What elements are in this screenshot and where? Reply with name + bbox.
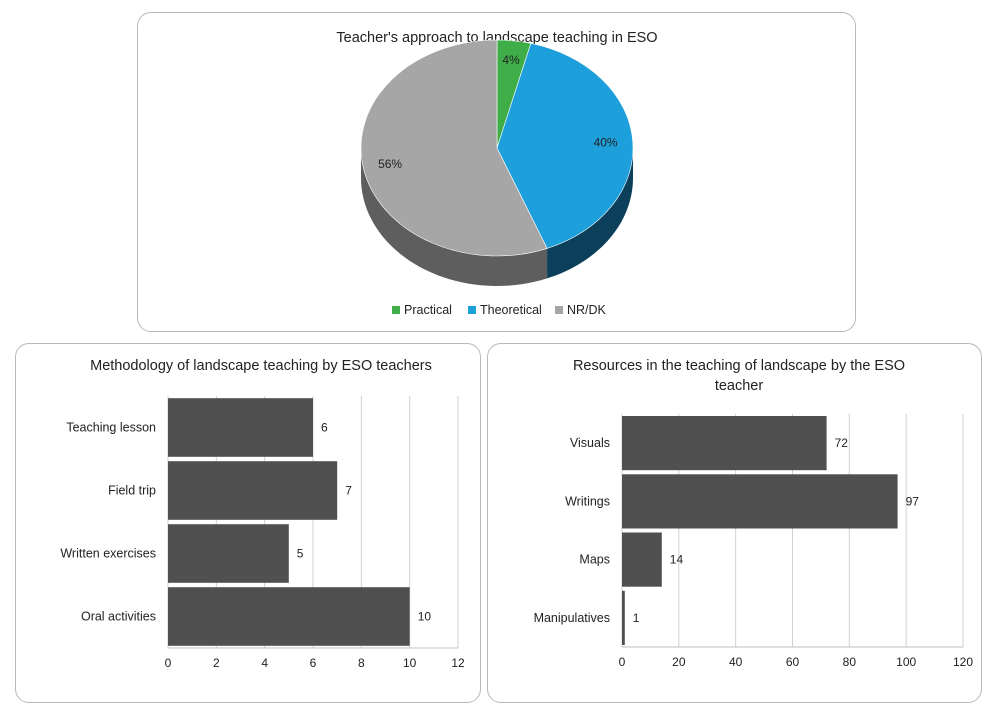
pie-slice-nr-dk xyxy=(360,39,548,257)
category-label-teaching-lesson: Teaching lesson xyxy=(66,421,156,435)
methodology-chart-panel: Methodology of landscape teaching by ESO… xyxy=(15,343,481,703)
bar-field-trip xyxy=(168,461,338,520)
methodology-bar-chart: Methodology of landscape teaching by ESO… xyxy=(60,358,465,670)
pie-label-nr-dk: 56% xyxy=(378,157,402,171)
resources-bar-chart: Resources in the teaching of landscape b… xyxy=(534,358,974,669)
x-tick-label: 2 xyxy=(213,656,220,670)
x-tick-label: 4 xyxy=(261,656,268,670)
x-tick-label: 80 xyxy=(843,655,857,669)
resources-chart-title-line-2: teacher xyxy=(715,378,764,394)
x-tick-label: 8 xyxy=(358,656,365,670)
bar-maps xyxy=(622,532,662,587)
x-tick-label: 20 xyxy=(672,655,686,669)
methodology-chart-title: Methodology of landscape teaching by ESO… xyxy=(90,358,432,374)
pie-chart: Teacher's approach to landscape teaching… xyxy=(336,30,657,317)
category-label-field-trip: Field trip xyxy=(108,484,156,498)
data-label-written-exercises: 5 xyxy=(297,547,304,561)
category-label-oral-activities: Oral activities xyxy=(81,610,156,624)
x-tick-label: 6 xyxy=(310,656,317,670)
category-label-written-exercises: Written exercises xyxy=(60,547,156,561)
legend-label-practical: Practical xyxy=(404,303,452,317)
pie-label-practical: 4% xyxy=(502,53,520,67)
x-tick-label: 60 xyxy=(786,655,800,669)
legend-label-theoretical: Theoretical xyxy=(480,303,542,317)
legend-item-practical: Practical xyxy=(392,303,452,317)
data-label-manipulatives: 1 xyxy=(633,611,640,625)
x-tick-label: 10 xyxy=(403,656,417,670)
category-label-writings: Writings xyxy=(565,494,610,508)
legend-swatch-nr-dk xyxy=(555,306,563,314)
x-tick-label: 0 xyxy=(165,656,172,670)
data-label-writings: 97 xyxy=(906,494,920,508)
bar-visuals xyxy=(622,416,827,471)
x-tick-label: 120 xyxy=(953,655,973,669)
bar-writings xyxy=(622,474,898,529)
legend-swatch-practical xyxy=(392,306,400,314)
data-label-teaching-lesson: 6 xyxy=(321,421,328,435)
category-label-visuals: Visuals xyxy=(570,436,610,450)
data-label-oral-activities: 10 xyxy=(418,610,432,624)
pie-label-theoretical: 40% xyxy=(594,136,618,150)
data-label-visuals: 72 xyxy=(835,436,849,450)
data-label-maps: 14 xyxy=(670,553,684,567)
pie-chart-title: Teacher's approach to landscape teaching… xyxy=(336,30,657,46)
x-tick-label: 12 xyxy=(451,656,465,670)
x-tick-label: 100 xyxy=(896,655,916,669)
resources-chart-title-line-1: Resources in the teaching of landscape b… xyxy=(573,358,905,374)
pie-slice-theoretical xyxy=(496,43,634,249)
bar-manipulatives xyxy=(622,590,625,645)
pie-chart-panel: Teacher's approach to landscape teaching… xyxy=(137,12,856,332)
x-tick-label: 40 xyxy=(729,655,743,669)
legend-swatch-theoretical xyxy=(468,306,476,314)
bar-written-exercises xyxy=(168,524,289,583)
data-label-field-trip: 7 xyxy=(345,484,352,498)
legend-label-nr-dk: NR/DK xyxy=(567,303,607,317)
bar-oral-activities xyxy=(168,587,410,646)
category-label-manipulatives: Manipulatives xyxy=(534,611,610,625)
resources-chart-panel: Resources in the teaching of landscape b… xyxy=(487,343,982,703)
legend-item-theoretical: Theoretical xyxy=(468,303,542,317)
pie-side-theoretical xyxy=(547,148,633,279)
x-tick-label: 0 xyxy=(619,655,626,669)
pie-side-nr-dk xyxy=(361,148,548,286)
legend-item-nr-dk: NR/DK xyxy=(555,303,607,317)
category-label-maps: Maps xyxy=(579,553,610,567)
bar-teaching-lesson xyxy=(168,398,313,457)
